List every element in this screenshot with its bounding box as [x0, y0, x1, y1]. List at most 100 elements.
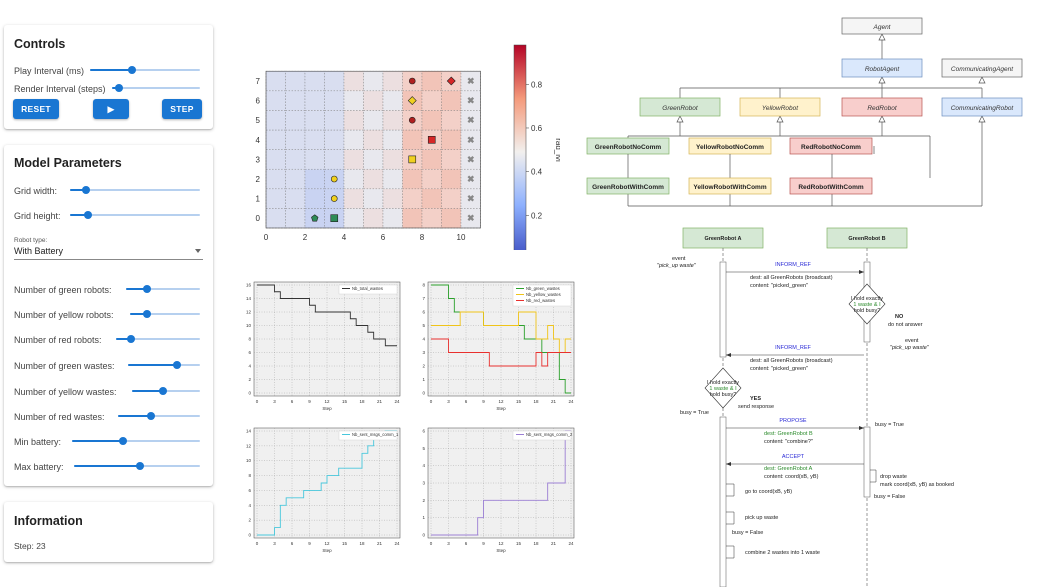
grid-cell	[441, 208, 462, 229]
reset-button[interactable]: RESET	[13, 99, 59, 119]
green-robot-square-marker	[330, 214, 339, 222]
grid-cell	[304, 71, 325, 92]
pick-up-label: pick up waste	[745, 515, 778, 521]
legend-entry: Nb_sent_msgs_comm_2	[526, 432, 573, 437]
colorbar-tick-label: 0.4	[531, 168, 543, 177]
robot-type-select[interactable]: With Battery	[14, 246, 203, 260]
grid-cell	[285, 90, 306, 111]
slider-thumb[interactable]	[135, 462, 144, 470]
grid-width-slider[interactable]	[70, 185, 200, 195]
green-wastes-slider[interactable]	[128, 360, 200, 370]
yellow-wastes-slider[interactable]	[132, 386, 200, 396]
y-tick-label: 8	[422, 283, 425, 288]
slider-thumb[interactable]	[81, 186, 90, 194]
y-tick-label: 8	[248, 337, 251, 342]
grid-cell	[265, 208, 286, 229]
yellow-no-comm-class-label: YellowRobotNoComm	[696, 144, 764, 151]
grid-cell	[441, 188, 462, 209]
x-tick-label: 24	[568, 399, 574, 404]
x-tick-label: 18	[533, 541, 539, 546]
y-tick-label: 2	[248, 518, 251, 523]
red-robot-marker	[446, 76, 456, 86]
q2-label: I hold exactly	[707, 380, 739, 386]
x-tick-label: 24	[568, 541, 574, 546]
grid-cell	[265, 90, 286, 111]
legend-entry: Nb_total_wastes	[352, 286, 383, 291]
x-axis-label: Step	[322, 548, 332, 553]
disposal-zone-icon: ✖	[467, 154, 475, 164]
agent-class	[841, 17, 923, 35]
y-tick-label: 5	[422, 323, 425, 328]
x-tick-label: 6	[465, 399, 468, 404]
robot-a-label: GreenRobot A	[704, 236, 741, 242]
colorbar-label: rad_lvl	[554, 138, 560, 162]
x-tick-label: 21	[551, 541, 557, 546]
step-button[interactable]: STEP	[162, 99, 202, 119]
red-wastes-slider[interactable]	[118, 411, 200, 421]
x-tick-label: 10	[457, 233, 466, 242]
grid-agents: ✖ ✖ ✖ ✖ ✖ ✖ ✖ ✖	[311, 76, 475, 223]
x-tick-label: 0	[256, 541, 259, 546]
grid-cell	[363, 129, 384, 150]
grid-cell	[382, 90, 403, 111]
colorbar	[513, 44, 527, 250]
green-wastes-label: Number of green wastes:	[14, 361, 115, 371]
step-counter: Step: 23	[14, 541, 46, 551]
x-tick-label: 12	[324, 541, 330, 546]
x-tick-label: 18	[359, 541, 365, 546]
robot-b-label: GreenRobot B	[848, 236, 885, 242]
grid-cell	[265, 188, 286, 209]
y-tick-label: 1	[422, 515, 425, 520]
red-robots-slider[interactable]	[116, 334, 200, 344]
grid-cell	[265, 168, 286, 189]
yellow-wastes-label: Number of yellow wastes:	[14, 387, 117, 397]
min-battery-slider[interactable]	[72, 436, 200, 446]
grid-cell	[363, 208, 384, 229]
slider-thumb[interactable]	[172, 361, 181, 369]
go-to-label: go to coord(xB, yB)	[745, 489, 792, 495]
grid-cell	[421, 71, 442, 92]
slider-thumb[interactable]	[146, 412, 155, 420]
y-tick-label: 3	[256, 155, 261, 164]
robot-agent-class	[841, 58, 923, 78]
combine-label: combine 2 wastes into 1 waste	[745, 550, 820, 556]
y-tick-label: 0	[248, 533, 251, 538]
play-button[interactable]: ▶	[93, 99, 129, 119]
slider-thumb[interactable]	[119, 437, 128, 445]
disposal-zone-icon: ✖	[467, 194, 475, 204]
slider-thumb[interactable]	[127, 335, 136, 343]
q1-label: 1 waste & I	[853, 302, 881, 308]
green-robots-slider[interactable]	[126, 284, 200, 294]
red-robots-label: Number of red robots:	[14, 335, 102, 345]
slider-thumb[interactable]	[142, 285, 151, 293]
y-tick-label: 4	[248, 364, 251, 369]
no-answer-label: do not answer	[888, 322, 923, 328]
x-tick-label: 6	[465, 541, 468, 546]
sequence-diagram: GreenRobot A GreenRobot B event "pick_up…	[657, 227, 954, 587]
slider-thumb[interactable]	[127, 66, 136, 74]
render-interval-slider[interactable]	[112, 83, 200, 93]
grid-cell	[421, 208, 442, 229]
event-1-label: event	[672, 256, 686, 262]
legend-entry: Nb_red_wastes	[526, 298, 555, 303]
max-battery-slider[interactable]	[74, 461, 200, 471]
y-tick-label: 0	[248, 391, 251, 396]
slider-thumb[interactable]	[84, 211, 93, 219]
communicating-agent-class	[941, 58, 1023, 78]
slider-thumb[interactable]	[142, 310, 151, 318]
x-tick-label: 15	[516, 399, 522, 404]
grid-cell	[324, 129, 345, 150]
grid-cell	[363, 149, 384, 170]
grid-height-slider[interactable]	[70, 210, 200, 220]
grid-axes: 0 2 4 6 8 10 0 1 2 3 4 5 6 7	[256, 77, 466, 242]
x-tick-label: 24	[394, 541, 400, 546]
x-tick-label: 9	[308, 541, 311, 546]
q1-label: hold busy?	[854, 308, 881, 314]
series-line	[431, 338, 571, 367]
x-tick-label: 0	[430, 399, 433, 404]
slider-thumb[interactable]	[158, 387, 167, 395]
grid-cell	[382, 110, 403, 131]
yellow-robots-slider[interactable]	[130, 309, 200, 319]
slider-thumb[interactable]	[115, 84, 124, 92]
play-interval-slider[interactable]	[90, 65, 200, 75]
